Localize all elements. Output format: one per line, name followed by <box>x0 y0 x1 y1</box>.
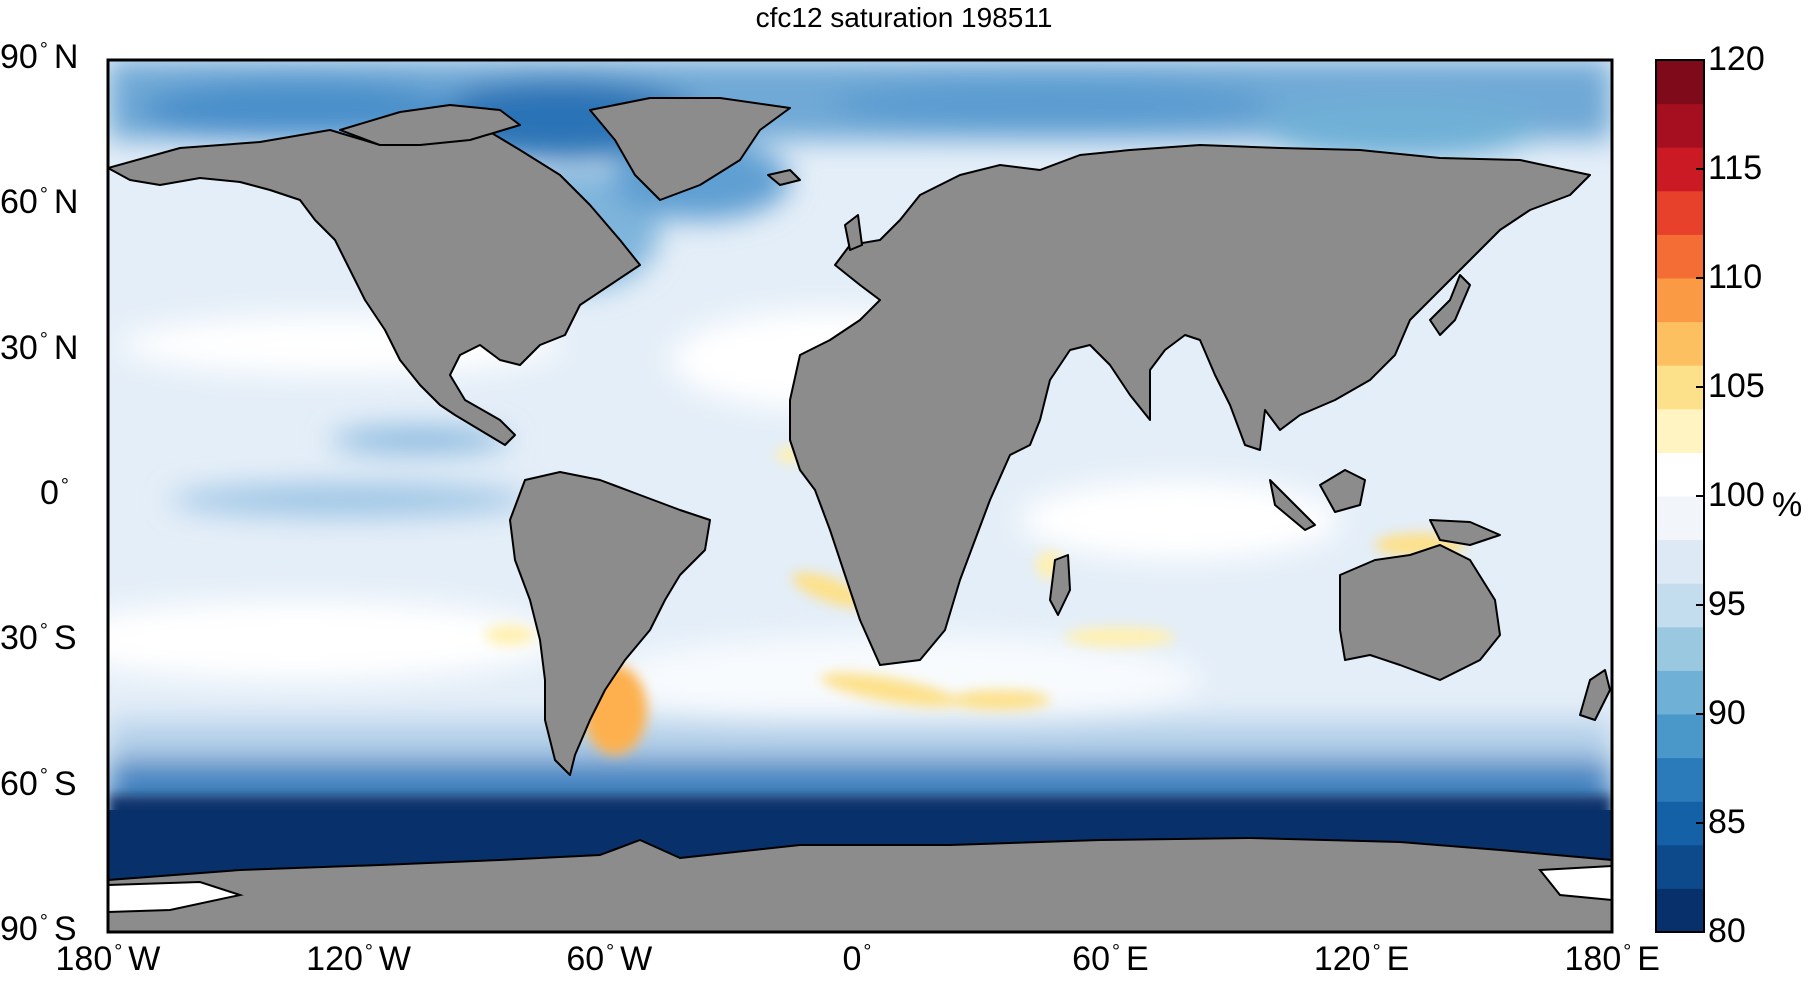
map-frame <box>106 58 1614 934</box>
africa-eurasia <box>789 144 1591 666</box>
colorbar-tick-label: 90 <box>1708 694 1746 732</box>
greenland <box>589 97 791 201</box>
lon-tick-label: 180 ° W <box>55 940 161 978</box>
colorbar-segment <box>1656 452 1704 497</box>
indonesia-borneo <box>1319 469 1366 513</box>
colorbar-segment <box>1656 103 1704 148</box>
australia <box>1339 544 1501 681</box>
lon-tick-label: 120 ° E <box>1313 940 1410 978</box>
colorbar-segment <box>1656 408 1704 453</box>
colorbar-tick-label: 115 <box>1708 149 1763 187</box>
colorbar-tick-label: 95 <box>1708 585 1746 623</box>
iceland <box>767 169 801 186</box>
colorbar-segment <box>1656 757 1704 802</box>
new-guinea <box>1429 519 1501 546</box>
colorbar-segment <box>1656 60 1704 105</box>
colorbar-segment <box>1656 496 1704 541</box>
colorbar-tick-label: 110 <box>1708 258 1763 296</box>
land-masses <box>108 97 1612 932</box>
lat-tick-label: 90 ° N <box>0 38 79 76</box>
lon-tick-label: 120 ° W <box>306 940 411 978</box>
lat-tick-label: 0 ° <box>40 474 69 512</box>
canadian-arctic-islands <box>339 104 521 146</box>
lon-tick-label: 180 ° E <box>1564 940 1660 978</box>
colorbar-segment <box>1656 278 1704 323</box>
colorbar-tick-label: 100 <box>1708 476 1765 514</box>
colorbar-tick-label: 120 <box>1708 40 1765 78</box>
colorbar-tick-label: 105 <box>1708 367 1765 405</box>
colorbar-tick-label: 85 <box>1708 803 1746 841</box>
lon-tick-label: 0 ° <box>842 940 872 978</box>
ice-shelf-ross <box>108 880 244 914</box>
new-zealand <box>1579 669 1611 721</box>
uk <box>844 214 863 251</box>
lat-tick-label: 30 ° N <box>0 328 79 367</box>
lat-tick-label: 60 ° N <box>0 183 79 222</box>
map-title: cfc12 saturation 198511 <box>755 2 1053 33</box>
colorbar-segment <box>1656 626 1704 671</box>
colorbar-segment <box>1656 234 1704 279</box>
japan <box>1429 274 1471 336</box>
ocean-saturation-field <box>108 60 1612 810</box>
colorbar-segment <box>1656 844 1704 889</box>
colorbar-segment <box>1656 539 1704 584</box>
colorbar-segment <box>1656 888 1704 933</box>
colorbar-tick-label: 80 <box>1708 912 1746 950</box>
lat-tick-label: 30 ° S <box>0 619 77 658</box>
lat-tick-label: 60 ° S <box>0 764 77 803</box>
colorbar-segment <box>1656 190 1704 235</box>
ice-shelf-right <box>1538 864 1612 902</box>
colorbar-unit: % <box>1772 486 1803 524</box>
madagascar <box>1049 554 1071 616</box>
antarctica <box>108 837 1612 932</box>
lat-tick-label: 90 ° S <box>0 910 77 948</box>
north-america <box>108 119 641 446</box>
colorbar-segment <box>1656 714 1704 759</box>
colorbar-segment <box>1656 670 1704 715</box>
sumatra <box>1269 479 1316 531</box>
lon-tick-label: 60 ° E <box>1072 940 1149 978</box>
colorbar <box>1655 59 1705 933</box>
south-america <box>509 471 711 776</box>
lon-tick-label: 60 ° W <box>566 940 653 978</box>
colorbar-segment <box>1656 321 1704 366</box>
